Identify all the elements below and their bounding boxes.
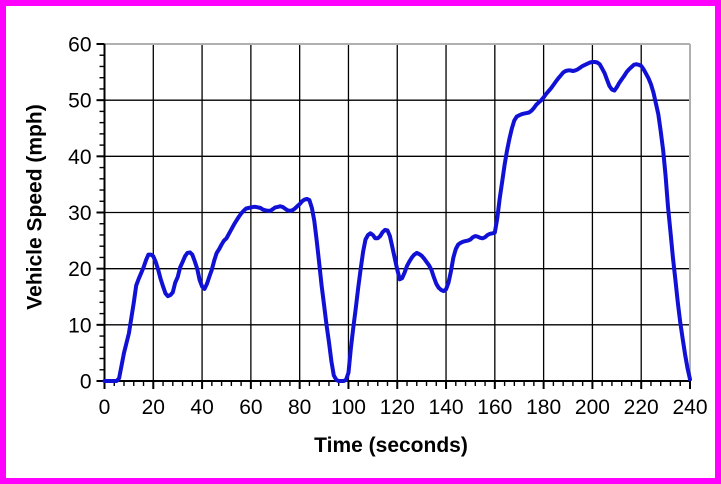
y-axis-title-wrap: Vehicle Speed (mph): [14, 38, 58, 375]
y-tick-label: 50: [68, 90, 91, 113]
x-tick-label: 40: [190, 396, 213, 419]
x-tick-label: 180: [526, 396, 561, 419]
y-tick-label: 10: [68, 314, 91, 337]
y-axis-title: Vehicle Speed (mph): [24, 103, 48, 310]
x-tick-label: 100: [331, 396, 366, 419]
y-tick-label: 20: [68, 258, 91, 281]
y-tick-label: 40: [68, 146, 91, 169]
x-tick-label: 120: [380, 396, 415, 419]
x-tick-label: 200: [575, 396, 610, 419]
vehicle-speed-chart: 0 20 40 60 80 100 120 140 160 180 200 220 240 0 10 20 30…: [68, 34, 707, 420]
x-tick-label: 60: [239, 396, 262, 419]
y-tick-label: 0: [80, 371, 92, 394]
y-tick-label: 30: [68, 202, 91, 225]
x-tick-label: 0: [99, 396, 111, 419]
x-tick-label: 20: [142, 396, 165, 419]
x-tick-label: 140: [429, 396, 464, 419]
speed-series-line: [102, 60, 692, 383]
x-tick-label: 80: [288, 396, 311, 419]
y-tick-label: 60: [68, 34, 91, 57]
x-tick-label: 160: [477, 396, 512, 419]
x-tick-label: 240: [672, 396, 707, 419]
x-tick-label: 220: [624, 396, 659, 419]
